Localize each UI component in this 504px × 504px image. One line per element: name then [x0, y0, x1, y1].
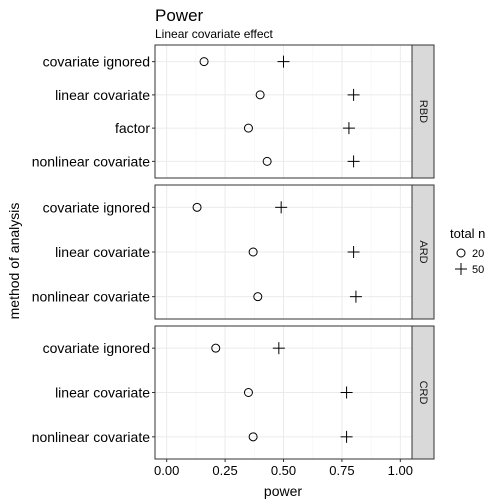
point-n20 [248, 247, 258, 257]
point-n20 [253, 292, 263, 302]
point-n20 [255, 90, 265, 100]
category-label: covariate ignored [43, 340, 150, 356]
facet-strip-label: ARD [417, 240, 429, 263]
point-n50 [272, 342, 285, 355]
category-label: linear covariate [55, 385, 150, 401]
facet-strip-label: CRD [417, 381, 429, 405]
point-n50 [347, 88, 360, 101]
point-n50 [340, 430, 353, 443]
point-n50 [277, 55, 290, 68]
facet-ard: covariate ignored linear covariate nonline… [32, 184, 435, 320]
point-n50 [349, 290, 362, 303]
category-label: covariate ignored [43, 54, 150, 70]
x-tick-label: 0.50 [271, 463, 296, 478]
category-label: linear covariate [55, 244, 150, 260]
point-n50 [340, 386, 353, 399]
facet-strip [411, 184, 435, 320]
point-n20 [243, 388, 253, 397]
x-axis: 0.00 0.25 0.50 0.75 1.00 [154, 459, 413, 478]
x-axis-title: power [264, 483, 302, 499]
x-tick-label: 0.75 [329, 463, 354, 478]
point-n20 [199, 57, 209, 67]
legend: total n 20 50 [450, 226, 485, 276]
category-label: nonlinear covariate [32, 153, 151, 169]
point-n50 [342, 122, 355, 135]
x-tick-label: 1.00 [388, 463, 413, 478]
facet-strip [411, 44, 435, 179]
category-label: linear covariate [55, 87, 150, 103]
category-label: factor [115, 120, 150, 136]
x-tick-label: 0.00 [154, 463, 179, 478]
category-label: nonlinear covariate [32, 289, 151, 305]
facet-rbd: covariate ignored linear covariate factor n… [32, 44, 435, 179]
category-label: covariate ignored [43, 199, 150, 215]
point-n20 [211, 343, 221, 353]
legend-key-plus [455, 263, 467, 275]
point-n20 [243, 123, 253, 133]
point-n50 [347, 246, 360, 258]
legend-key-circle [456, 248, 466, 258]
point-n20 [192, 202, 202, 212]
point-n20 [262, 156, 272, 166]
chart-subtitle: Linear covariate effect [155, 27, 274, 41]
point-n50 [275, 201, 288, 214]
point-n20 [248, 432, 258, 442]
facet-crd: covariate ignored linear covariate nonline… [32, 325, 435, 460]
legend-label: 50 [472, 264, 484, 276]
legend-title: total n [450, 226, 485, 241]
x-tick-label: 0.25 [212, 463, 237, 478]
facet-strip-label: RBD [417, 100, 429, 123]
chart-title: Power [155, 6, 204, 25]
point-n50 [347, 155, 360, 168]
facet-panels: covariate ignored linear covariate factor n… [32, 44, 435, 460]
legend-label: 20 [472, 248, 484, 260]
facet-strip [411, 325, 435, 460]
y-axis-title: method of analysis [6, 203, 22, 320]
category-label: nonlinear covariate [32, 429, 151, 445]
